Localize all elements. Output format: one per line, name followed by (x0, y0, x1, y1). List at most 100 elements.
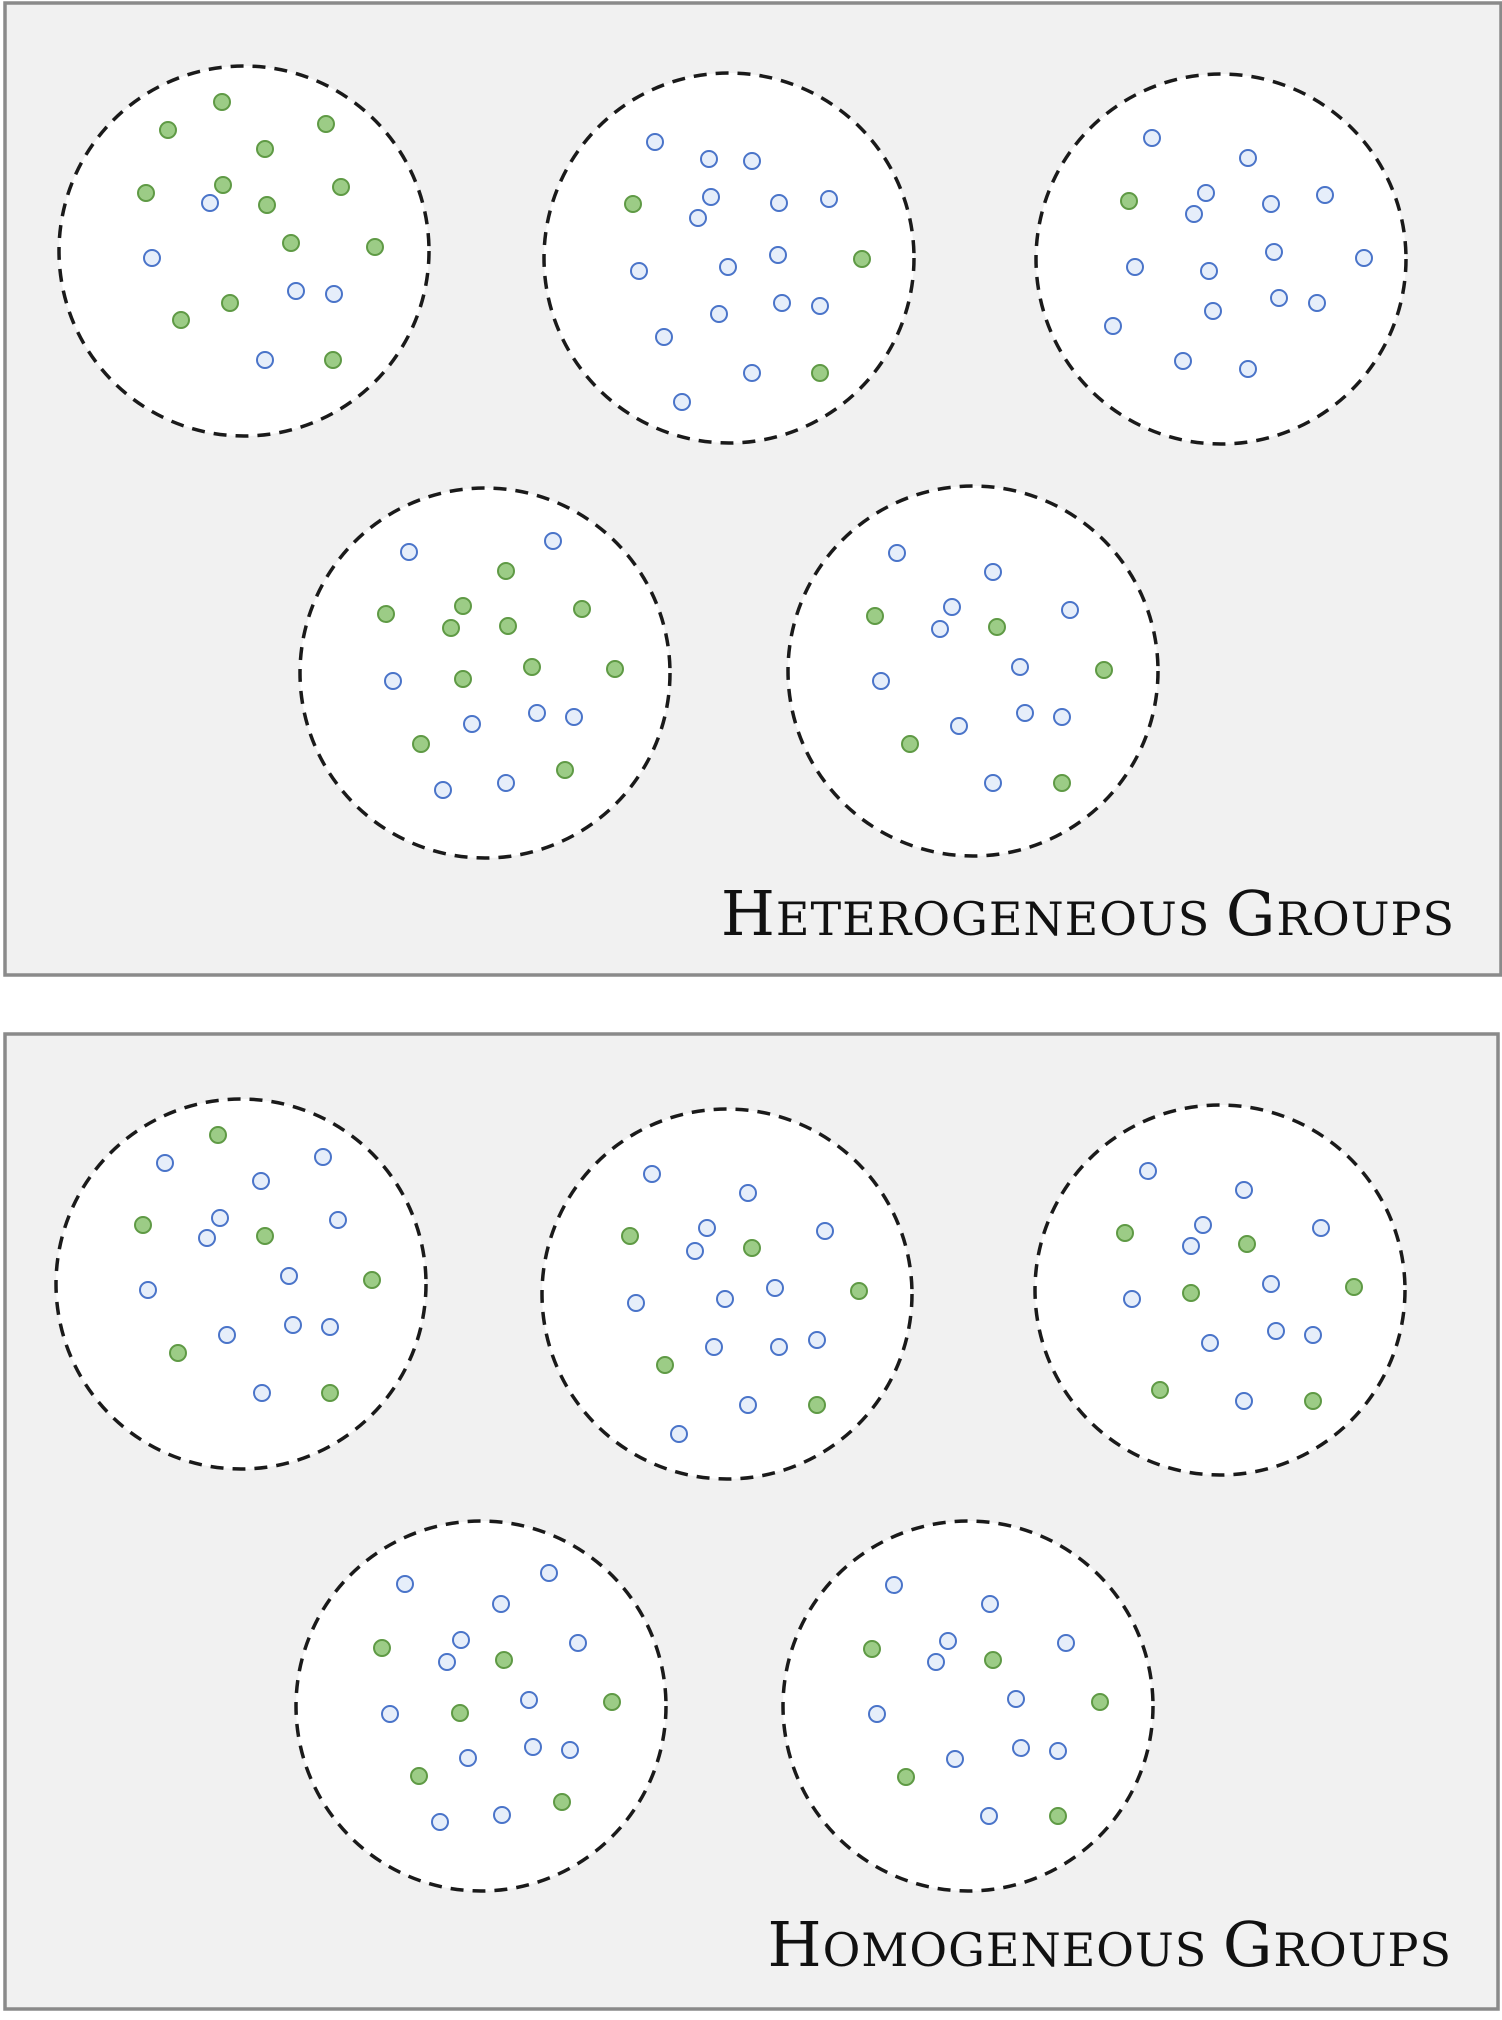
blue-member-dot (1139, 1162, 1157, 1180)
green-member-dot (442, 619, 460, 637)
green-member-dot (366, 238, 384, 256)
group-boundary (1034, 72, 1408, 446)
panel-homogeneous: HOMOGENEOUS GROUPS (3, 1032, 1500, 2011)
blue-member-dot (1312, 1219, 1330, 1237)
green-member-dot (451, 1704, 469, 1722)
heterogeneous-group-5 (786, 484, 1160, 858)
green-member-dot (1053, 774, 1071, 792)
green-member-dot (324, 351, 342, 369)
blue-member-dot (739, 1396, 757, 1414)
blue-member-dot (452, 1631, 470, 1649)
green-member-dot (811, 364, 829, 382)
blue-member-dot (1239, 360, 1257, 378)
blue-member-dot (1262, 195, 1280, 213)
green-member-dot (321, 1384, 339, 1402)
group-boundary (298, 486, 672, 860)
blue-member-dot (1316, 186, 1334, 204)
blue-member-dot (1053, 708, 1071, 726)
blue-member-dot (1235, 1392, 1253, 1410)
blue-member-dot (321, 1318, 339, 1336)
green-member-dot (214, 176, 232, 194)
blue-member-dot (1201, 1334, 1219, 1352)
green-member-dot (454, 670, 472, 688)
green-member-dot (1116, 1224, 1134, 1242)
blue-member-dot (520, 1691, 538, 1709)
blue-member-dot (459, 1749, 477, 1767)
blue-member-dot (766, 1279, 784, 1297)
blue-member-dot (743, 364, 761, 382)
blue-member-dot (1174, 352, 1192, 370)
blue-member-dot (569, 1634, 587, 1652)
blue-member-dot (939, 1632, 957, 1650)
green-member-dot (1091, 1693, 1109, 1711)
green-member-dot (169, 1344, 187, 1362)
blue-member-dot (1200, 262, 1218, 280)
heterogeneous-group-3 (1034, 72, 1408, 446)
blue-member-dot (143, 249, 161, 267)
blue-member-dot (1011, 658, 1029, 676)
blue-member-dot (1304, 1326, 1322, 1344)
blue-member-dot (1355, 249, 1373, 267)
green-member-dot (1304, 1392, 1322, 1410)
blue-member-dot (253, 1384, 271, 1402)
blue-member-dot (872, 672, 890, 690)
green-member-dot (377, 605, 395, 623)
blue-member-dot (1143, 129, 1161, 147)
blue-member-dot (808, 1331, 826, 1349)
green-member-dot (573, 600, 591, 618)
blue-member-dot (497, 774, 515, 792)
green-member-dot (134, 1216, 152, 1234)
green-member-dot (853, 250, 871, 268)
group-boundary (54, 1097, 428, 1471)
green-member-dot (1345, 1278, 1363, 1296)
blue-member-dot (1007, 1690, 1025, 1708)
blue-member-dot (198, 1229, 216, 1247)
blue-member-dot (627, 1294, 645, 1312)
blue-member-dot (1185, 205, 1203, 223)
blue-member-dot (1016, 704, 1034, 722)
blue-member-dot (1057, 1634, 1075, 1652)
homogeneous-group-5 (781, 1519, 1155, 1893)
green-member-dot (495, 1651, 513, 1669)
green-member-dot (221, 294, 239, 312)
group-boundary (542, 71, 916, 445)
panel-homogeneous-title: HOMOGENEOUS GROUPS (768, 1908, 1452, 1981)
blue-member-dot (705, 1338, 723, 1356)
homogeneous-group-1 (54, 1097, 428, 1471)
panel-heterogeneous-title: HETEROGENEOUS GROUPS (721, 877, 1455, 950)
green-member-dot (808, 1396, 826, 1414)
green-member-dot (137, 184, 155, 202)
green-member-dot (656, 1356, 674, 1374)
green-member-dot (897, 1768, 915, 1786)
blue-member-dot (710, 305, 728, 323)
panel-heterogeneous-groups (57, 64, 1408, 860)
blue-member-dot (438, 1653, 456, 1671)
blue-member-dot (561, 1741, 579, 1759)
green-member-dot (606, 660, 624, 678)
heterogeneous-group-2 (542, 71, 916, 445)
blue-member-dot (1308, 294, 1326, 312)
blue-member-dot (256, 351, 274, 369)
blue-member-dot (927, 1653, 945, 1671)
green-member-dot (901, 735, 919, 753)
green-member-dot (256, 1227, 274, 1245)
blue-member-dot (673, 393, 691, 411)
green-member-dot (1049, 1807, 1067, 1825)
blue-member-dot (493, 1806, 511, 1824)
blue-member-dot (888, 544, 906, 562)
blue-member-dot (646, 133, 664, 151)
blue-member-dot (698, 1219, 716, 1237)
blue-member-dot (463, 715, 481, 733)
homogeneous-group-3 (1033, 1103, 1407, 1477)
green-member-dot (454, 597, 472, 615)
blue-member-dot (811, 297, 829, 315)
blue-member-dot (1270, 289, 1288, 307)
blue-member-dot (984, 563, 1002, 581)
blue-member-dot (670, 1425, 688, 1443)
group-boundary (57, 64, 431, 438)
blue-member-dot (716, 1290, 734, 1308)
blue-member-dot (820, 190, 838, 208)
green-member-dot (332, 178, 350, 196)
blue-member-dot (1267, 1322, 1285, 1340)
